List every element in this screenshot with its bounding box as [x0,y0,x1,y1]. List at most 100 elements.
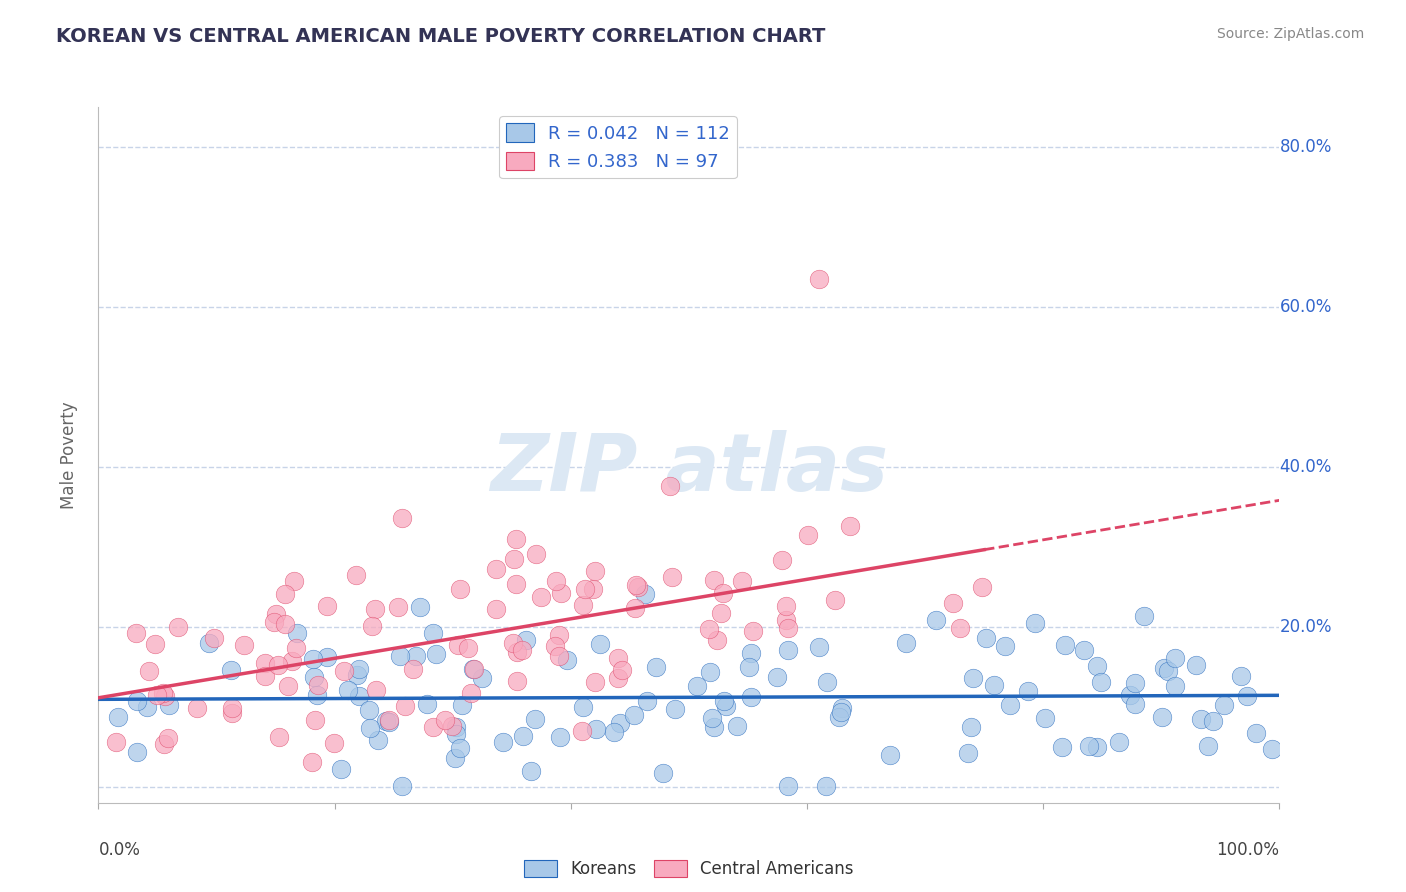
Point [357,702,380,716]
Point [360,619,382,633]
Point [661,569,683,583]
Point [1090,675,1112,690]
Point [125,745,148,759]
Point [879,747,901,762]
Point [449,740,471,755]
Point [957,746,980,760]
Text: 0.0%: 0.0% [98,841,141,859]
Point [409,599,432,614]
Point [444,751,467,765]
Point [659,479,682,493]
Point [524,547,547,561]
Point [1164,679,1187,693]
Point [624,601,647,615]
Point [378,715,401,730]
Point [1054,638,1077,652]
Text: 100.0%: 100.0% [1216,841,1279,859]
Point [512,730,534,744]
Point [485,562,508,576]
Point [737,660,759,674]
Point [627,581,650,595]
Point [1052,739,1074,754]
Point [970,580,993,594]
Point [815,779,838,793]
Point [221,701,243,715]
Point [583,564,606,578]
Point [444,727,467,741]
Point [925,613,948,627]
Point [344,567,367,582]
Point [700,711,723,725]
Point [699,665,721,679]
Point [775,613,797,627]
Point [830,705,852,719]
Point [167,620,190,634]
Point [1033,711,1056,725]
Point [143,637,166,651]
Point [1202,714,1225,729]
Point [949,621,972,635]
Point [283,574,305,588]
Point [1213,698,1236,713]
Point [1085,740,1108,755]
Point [1261,742,1284,756]
Point [202,632,225,646]
Point [574,582,596,596]
Point [776,779,799,793]
Point [740,690,762,705]
Text: 60.0%: 60.0% [1279,298,1331,316]
Point [828,710,851,724]
Point [359,721,381,735]
Text: 40.0%: 40.0% [1279,458,1331,476]
Point [571,700,593,714]
Point [959,720,981,734]
Point [524,712,547,726]
Point [730,574,752,588]
Point [610,663,633,677]
Point [127,694,149,708]
Point [502,636,524,650]
Point [307,678,329,692]
Point [942,596,965,610]
Point [305,689,328,703]
Point [302,670,325,684]
Point [316,599,339,613]
Point [624,578,647,592]
Point [709,606,731,620]
Point [1123,697,1146,711]
Point [1244,726,1267,740]
Point [197,636,219,650]
Point [831,700,853,714]
Point [797,528,820,542]
Point [1189,712,1212,726]
Point [983,678,1005,692]
Point [636,694,658,708]
Point [457,640,479,655]
Point [280,654,302,668]
Point [377,714,399,728]
Point [548,731,571,745]
Point [1185,657,1208,672]
Point [838,518,860,533]
Point [485,602,508,616]
Point [402,662,425,676]
Text: 20.0%: 20.0% [1279,618,1331,636]
Text: 80.0%: 80.0% [1279,138,1331,156]
Point [221,663,243,677]
Point [571,723,593,738]
Point [651,765,673,780]
Point [505,577,527,591]
Point [277,679,299,693]
Point [606,671,628,685]
Point [1073,643,1095,657]
Point [135,700,157,714]
Point [740,646,762,660]
Point [157,698,180,712]
Point [322,736,344,750]
Point [152,686,174,700]
Point [364,602,387,616]
Point [346,668,368,682]
Point [664,702,686,716]
Point [375,714,398,728]
Point [153,689,176,703]
